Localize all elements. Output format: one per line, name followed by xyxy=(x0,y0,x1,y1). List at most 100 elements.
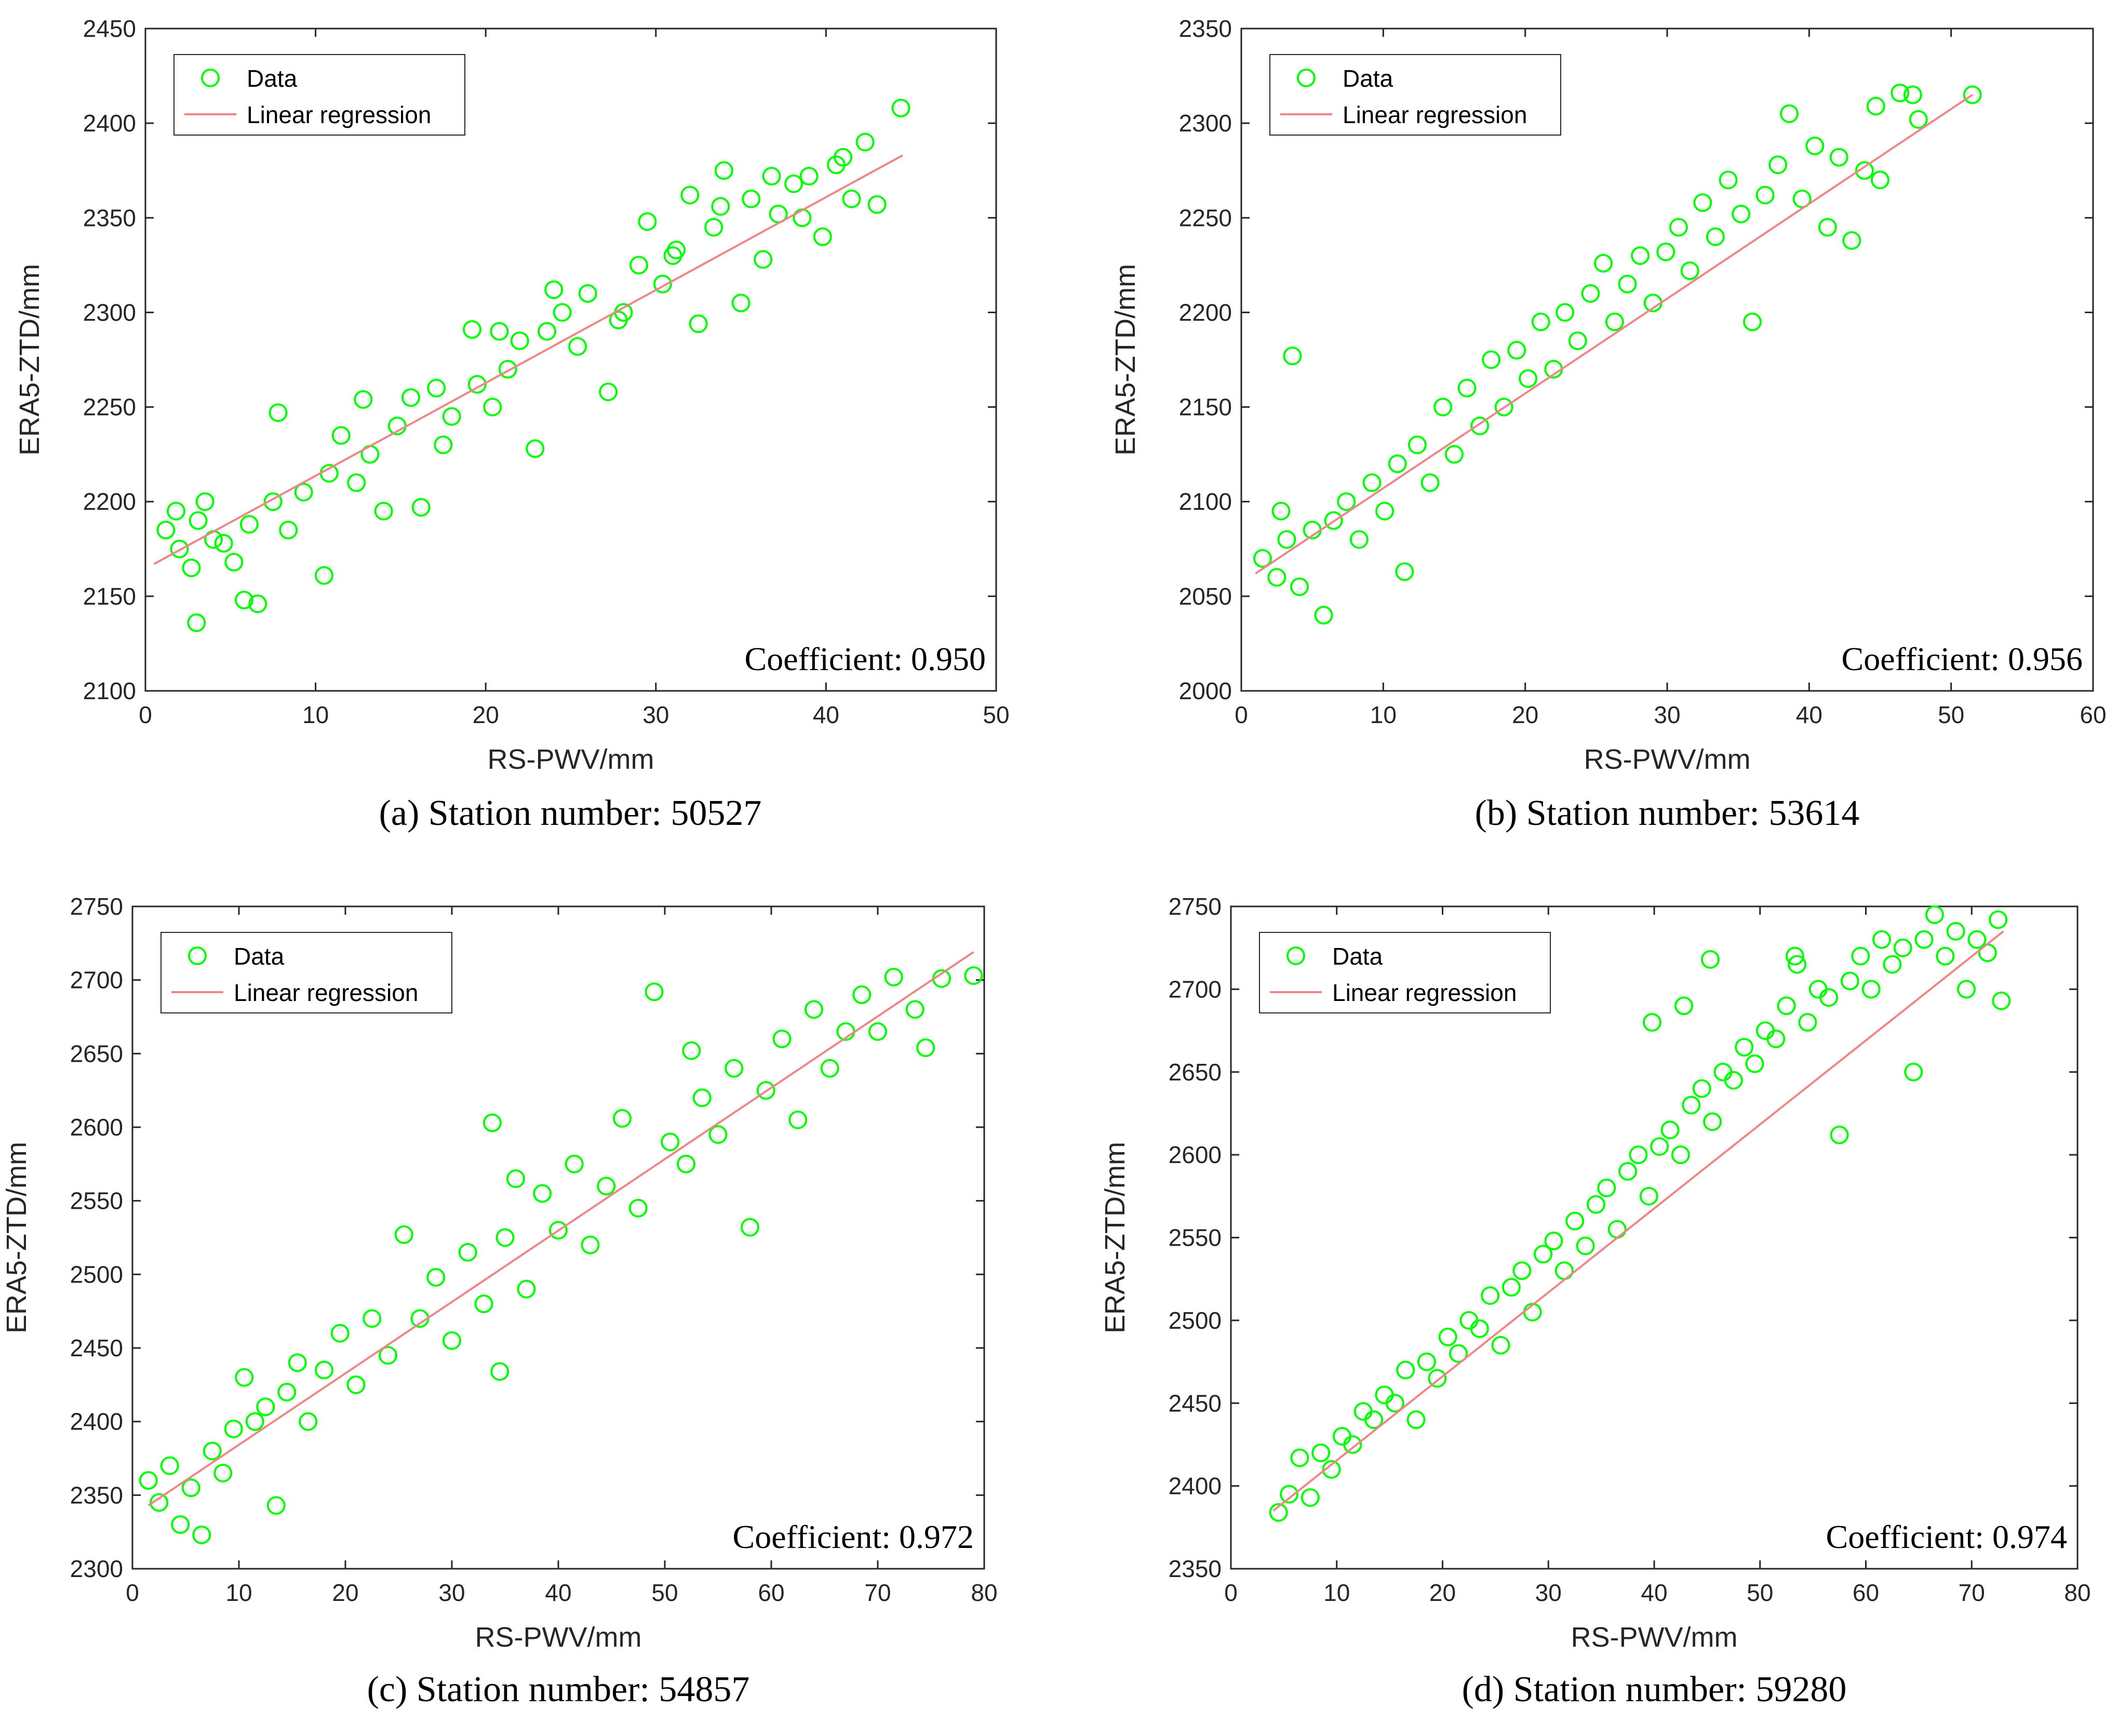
coefficient-annotation: Coefficient: 0.956 xyxy=(1842,640,2083,677)
data-point xyxy=(682,1041,701,1060)
data-point xyxy=(248,594,267,613)
plot-area-frame xyxy=(144,28,997,692)
y-tick-label: 2300 xyxy=(70,1555,123,1582)
data-point xyxy=(195,492,215,511)
data-point xyxy=(578,284,597,303)
data-point xyxy=(490,322,509,341)
data-point xyxy=(1343,1435,1362,1454)
data-point xyxy=(1494,397,1513,417)
data-point xyxy=(160,1456,179,1475)
data-point xyxy=(1639,1186,1658,1206)
y-tick-label: 2250 xyxy=(1179,204,1232,231)
legend-box xyxy=(1269,54,1561,136)
data-point xyxy=(1755,185,1775,205)
y-tick-label: 2350 xyxy=(83,204,136,231)
data-point xyxy=(1364,1410,1384,1430)
panel-caption: (d) Station number: 59280 xyxy=(1462,1670,1847,1710)
data-point xyxy=(731,293,750,313)
x-tick-label: 50 xyxy=(1747,1579,1773,1606)
data-point xyxy=(1407,435,1427,455)
data-point xyxy=(1967,930,1987,949)
y-tick-label: 2000 xyxy=(1179,677,1232,704)
coefficient-annotation: Coefficient: 0.974 xyxy=(1826,1518,2068,1555)
data-point xyxy=(467,375,487,394)
y-tick-label: 2150 xyxy=(83,583,136,610)
data-point xyxy=(245,1412,264,1431)
data-point xyxy=(1650,1137,1669,1156)
data-point xyxy=(510,331,529,351)
y-tick-label: 2250 xyxy=(83,394,136,421)
data-point xyxy=(1777,996,1796,1016)
data-point xyxy=(788,1110,808,1129)
data-point xyxy=(235,1368,254,1387)
chart-panel-b: 0 10 20 30 40 50 60 2000 2050 2100 2150 2200 2250 230… xyxy=(1110,15,2107,833)
data-point xyxy=(213,1463,233,1483)
y-tick-label: 2450 xyxy=(70,1334,123,1361)
data-point xyxy=(1531,312,1550,331)
data-point xyxy=(916,1038,935,1057)
data-point xyxy=(1502,1278,1521,1297)
data-series xyxy=(1269,905,2011,1522)
x-tick-label: 40 xyxy=(545,1579,571,1606)
data-point xyxy=(1861,980,1881,999)
x-tick-label: 30 xyxy=(1654,701,1680,728)
data-point xyxy=(1851,946,1870,966)
data-point xyxy=(1855,161,1874,180)
y-tick-label: 2300 xyxy=(1179,110,1232,137)
data-point xyxy=(842,189,861,208)
data-point xyxy=(1428,1369,1447,1388)
data-point xyxy=(762,167,781,186)
data-point xyxy=(139,1471,158,1490)
y-tick-label: 2100 xyxy=(83,677,136,704)
data-point xyxy=(1872,930,1892,949)
data-point xyxy=(166,501,185,520)
data-point xyxy=(1700,950,1720,969)
data-point xyxy=(354,390,373,409)
legend-box xyxy=(160,932,452,1013)
data-point xyxy=(1586,1195,1605,1214)
data-point xyxy=(638,212,657,231)
x-tick-label: 0 xyxy=(126,1579,139,1606)
data-point xyxy=(1449,1344,1468,1363)
data-point xyxy=(964,966,983,985)
data-point xyxy=(1925,905,1944,924)
y-tick-label: 2400 xyxy=(83,110,136,137)
data-point xyxy=(443,1331,461,1350)
x-tick-label: 20 xyxy=(1429,1579,1456,1606)
data-point xyxy=(905,1000,924,1019)
data-point xyxy=(544,280,564,299)
data-point xyxy=(517,1279,536,1299)
data-point xyxy=(868,1022,887,1041)
data-point xyxy=(628,1198,648,1218)
data-point xyxy=(867,195,887,214)
data-point xyxy=(474,1294,493,1313)
y-tick-label: 2450 xyxy=(1169,1390,1222,1417)
data-point xyxy=(192,1525,211,1544)
y-tick-label: 2050 xyxy=(1179,583,1232,610)
y-tick-label: 2650 xyxy=(70,1040,123,1067)
data-point xyxy=(239,515,259,534)
data-point xyxy=(379,1346,397,1365)
x-tick-label: 40 xyxy=(1641,1579,1667,1606)
data-point xyxy=(1581,284,1600,303)
data-point xyxy=(756,1081,775,1100)
data-point xyxy=(1766,1030,1786,1048)
legend-data-label: Data xyxy=(247,65,298,92)
data-point xyxy=(1669,218,1688,237)
data-point xyxy=(1534,1245,1553,1264)
data-point xyxy=(1866,97,1885,116)
legend-box xyxy=(1259,932,1551,1013)
coefficient-annotation: Coefficient: 0.972 xyxy=(733,1518,974,1555)
y-tick-label: 2100 xyxy=(1179,488,1232,515)
data-point xyxy=(279,520,298,540)
data-point xyxy=(266,1496,286,1515)
data-point xyxy=(793,208,812,228)
data-point xyxy=(1963,85,1982,104)
data-point xyxy=(1337,492,1356,511)
x-tick-label: 30 xyxy=(642,701,669,728)
data-point xyxy=(490,1362,510,1381)
data-point xyxy=(1745,1054,1764,1073)
data-point xyxy=(1362,473,1382,492)
x-tick-label: 30 xyxy=(1535,1579,1562,1606)
data-point xyxy=(1482,350,1501,369)
